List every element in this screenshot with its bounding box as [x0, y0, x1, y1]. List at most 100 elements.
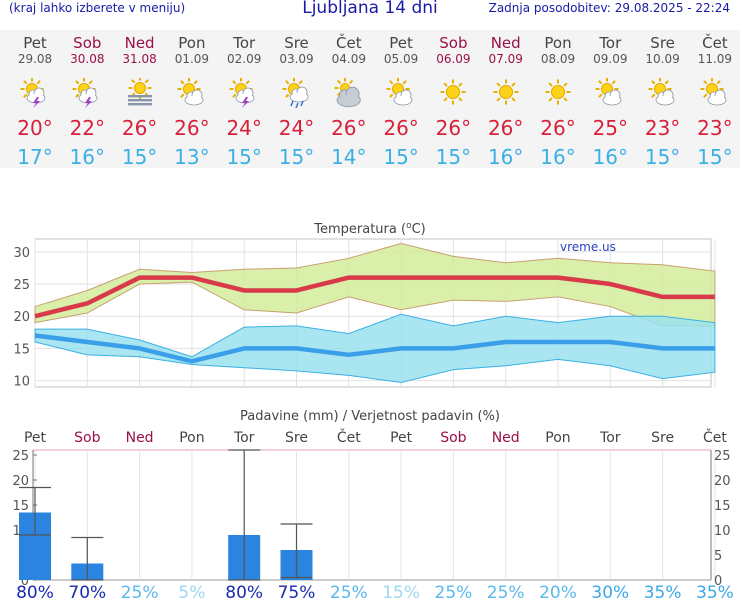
day-column[interactable]: Sob 06.09 26° 15° [427, 34, 479, 169]
min-temperature: 16° [540, 145, 576, 169]
day-date: 29.08 [17, 52, 53, 66]
y-tick-label: 10 [13, 375, 30, 390]
cloudy-icon [334, 78, 361, 108]
day-column[interactable]: Čet 04.09 26° 14° [323, 34, 375, 169]
showers-icon [282, 78, 308, 108]
day-date: 07.09 [488, 52, 523, 66]
x-tick-label: Pet [24, 430, 47, 446]
min-temperature: 15° [121, 145, 158, 169]
day-column[interactable]: Pet 29.08 20° 17° [9, 34, 61, 169]
min-temperature-range [34, 313, 716, 384]
day-column[interactable]: Sre 10.09 23° 15° [637, 34, 689, 169]
x-tick-label: Ned [126, 430, 154, 446]
x-tick-label: Pon [179, 430, 204, 446]
day-name: Pon [178, 34, 206, 52]
day-column[interactable]: Tor 02.09 24° 15° [218, 34, 270, 169]
day-column[interactable]: Tor 09.09 25° 16° [584, 34, 636, 169]
precipitation-probability: 25% [330, 583, 368, 600]
max-temperature: 26° [540, 116, 576, 140]
x-tick-label: Sob [74, 430, 100, 446]
day-column[interactable]: Ned 07.09 26° 16° [480, 34, 532, 169]
day-name: Čet [336, 34, 362, 52]
max-temperature: 25° [592, 116, 629, 140]
day-date: 04.09 [331, 52, 366, 66]
day-name: Pet [389, 34, 413, 52]
min-temperature: 15° [278, 145, 315, 169]
day-name: Ned [124, 34, 155, 52]
y-tick-label: 15 [13, 342, 30, 357]
precipitation-probability: 15% [382, 583, 420, 600]
day-name: Ned [490, 34, 521, 52]
day-column[interactable]: Čet 11.09 23° 15° [689, 34, 740, 169]
day-column[interactable]: Sre 03.09 24° 15° [271, 34, 323, 169]
day-name: Pet [23, 34, 47, 52]
x-tick-label: Tor [233, 430, 255, 446]
day-date: 03.09 [279, 52, 314, 66]
max-temperature: 23° [644, 116, 681, 140]
precipitation-chart-title: Padavine (mm) / Verjetnost padavin (%) [240, 409, 500, 424]
day-name: Tor [233, 34, 256, 52]
precipitation-probability: 70% [68, 583, 106, 600]
max-temperature: 26° [383, 116, 419, 140]
x-tick-label: Čet [337, 428, 361, 446]
min-temperature: 16° [592, 145, 629, 169]
min-temperature: 16° [487, 145, 524, 169]
min-temperature: 13° [174, 145, 210, 169]
day-date: 09.09 [593, 52, 628, 66]
precipitation-probability: 5% [178, 583, 205, 600]
max-temperature: 20° [17, 116, 53, 140]
max-temperature: 26° [331, 116, 367, 140]
last-updated: Zadnja posodobitev: 29.08.2025 - 22:24 [488, 1, 730, 15]
thunderstorm-icon [229, 78, 255, 108]
watermark: vreme.us [560, 240, 616, 254]
y-tick-label: 20 [13, 310, 30, 325]
min-temperature: 14° [331, 145, 367, 169]
precipitation-chart: Padavine (mm) / Verjetnost padavin (%) Pe… [12, 409, 733, 600]
partly-cloudy-icon [648, 78, 674, 106]
day-column[interactable]: Pon 01.09 26° 13° [166, 34, 218, 169]
sunny-icon [440, 79, 466, 105]
day-column[interactable]: Sob 30.08 22° 16° [61, 34, 113, 169]
max-temperature: 26° [174, 116, 210, 140]
y-tick-label-right: 0 [714, 574, 722, 589]
precipitation-probability: 80% [225, 583, 263, 600]
y-tick-label-right: 15 [714, 499, 731, 514]
day-column[interactable]: Ned 31.08 26° 15° [114, 34, 166, 169]
x-tick-label: Pon [545, 430, 570, 446]
partly-cloudy-icon [700, 78, 727, 106]
min-temperature-line [34, 333, 715, 364]
y-tick-label-right: 20 [714, 474, 731, 489]
page-title: Ljubljana 14 dni [302, 0, 438, 18]
x-tick-label: Pet [390, 430, 413, 446]
y-tick-label: 25 [13, 278, 30, 293]
min-temperature: 15° [383, 145, 419, 169]
x-tick-label: Sre [285, 430, 308, 446]
min-temperature: 15° [697, 145, 733, 169]
partly-cloudy-icon [386, 78, 413, 106]
precipitation-probability: 30% [591, 583, 629, 600]
precipitation-probability: 35% [644, 583, 682, 600]
min-temperature: 17° [17, 145, 53, 169]
max-temperature: 26° [487, 116, 524, 140]
day-column[interactable]: Pon 08.09 26° 16° [532, 34, 584, 169]
day-column[interactable]: Pet 05.09 26° 15° [375, 34, 427, 169]
precipitation-probability: 25% [435, 583, 473, 600]
day-name: Sob [439, 34, 468, 52]
precipitation-probability: 25% [487, 583, 525, 600]
max-temperature: 26° [121, 116, 158, 140]
precipitation-probability: 20% [539, 583, 577, 600]
day-name: Sre [650, 34, 675, 52]
day-date: 06.09 [436, 52, 471, 66]
y-tick-label: 20 [12, 474, 29, 489]
day-date: 02.09 [227, 52, 262, 66]
sunny-icon [545, 79, 571, 105]
thunderstorm-icon [20, 78, 46, 108]
y-tick-label: 30 [13, 246, 30, 261]
max-temperature: 24° [278, 116, 315, 140]
y-tick-label-right: 5 [714, 549, 722, 564]
day-date: 30.08 [70, 52, 105, 66]
day-date: 01.09 [174, 52, 210, 66]
y-tick-label: 15 [12, 499, 29, 514]
day-date: 10.09 [645, 52, 680, 66]
location-hint[interactable]: (kraj lahko izberete v meniju) [9, 1, 186, 15]
